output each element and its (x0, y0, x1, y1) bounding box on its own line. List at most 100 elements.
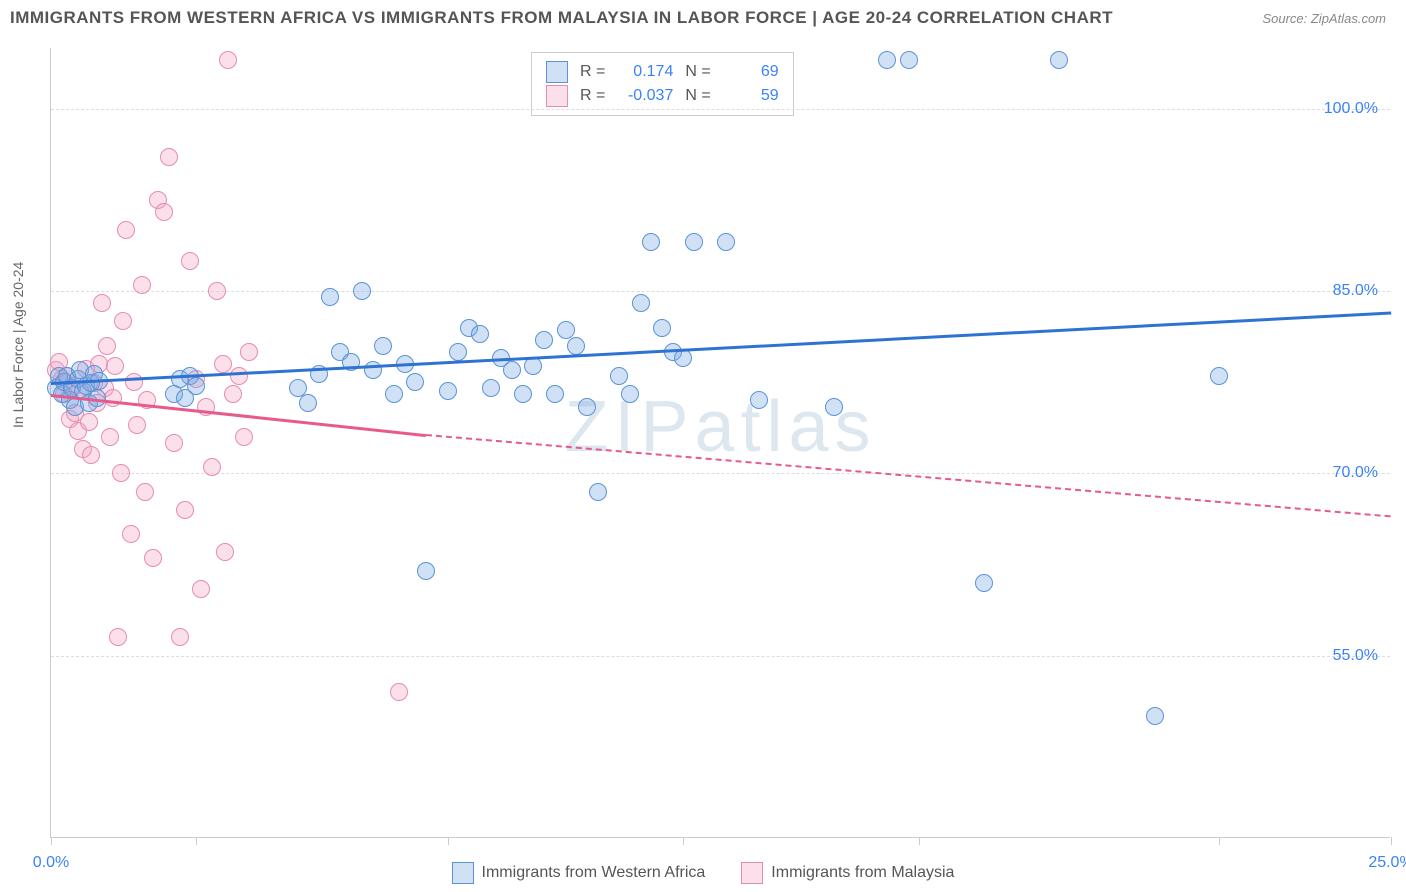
data-point-pink (93, 294, 111, 312)
r-value-pink: -0.037 (617, 87, 673, 105)
data-point-blue (642, 233, 660, 251)
x-tick (51, 837, 52, 845)
legend-row-blue: R = 0.174 N = 69 (546, 61, 779, 83)
data-point-pink (208, 282, 226, 300)
data-point-blue (717, 233, 735, 251)
data-point-blue (449, 343, 467, 361)
n-label: N = (685, 63, 710, 81)
x-tick (1391, 837, 1392, 845)
gridline-horizontal (51, 291, 1390, 292)
data-point-pink (214, 355, 232, 373)
data-point-pink (112, 464, 130, 482)
r-label: R = (580, 87, 605, 105)
legend-swatch-pink (546, 85, 568, 107)
n-label: N = (685, 87, 710, 105)
data-point-blue (589, 483, 607, 501)
data-point-blue (567, 337, 585, 355)
data-point-pink (117, 221, 135, 239)
data-point-pink (219, 51, 237, 69)
data-point-blue (406, 373, 424, 391)
data-point-blue (557, 321, 575, 339)
data-point-pink (109, 628, 127, 646)
trend-line-dashed (426, 434, 1391, 517)
data-point-blue (374, 337, 392, 355)
data-point-blue (514, 385, 532, 403)
data-point-pink (106, 357, 124, 375)
data-point-pink (224, 385, 242, 403)
r-value-blue: 0.174 (617, 63, 673, 81)
data-point-blue (546, 385, 564, 403)
data-point-pink (176, 501, 194, 519)
data-point-pink (165, 434, 183, 452)
r-label: R = (580, 63, 605, 81)
x-tick (1219, 837, 1220, 845)
x-tick (448, 837, 449, 845)
correlation-legend: R = 0.174 N = 69 R = -0.037 N = 59 (531, 52, 794, 116)
x-tick (683, 837, 684, 845)
data-point-pink (192, 580, 210, 598)
data-point-pink (155, 203, 173, 221)
y-axis-title: In Labor Force | Age 20-24 (10, 262, 26, 428)
data-point-blue (685, 233, 703, 251)
data-point-pink (133, 276, 151, 294)
data-point-blue (535, 331, 553, 349)
n-value-pink: 59 (723, 87, 779, 105)
data-point-pink (125, 373, 143, 391)
data-point-pink (144, 549, 162, 567)
data-point-blue (632, 294, 650, 312)
data-point-pink (98, 337, 116, 355)
data-point-pink (82, 446, 100, 464)
legend-swatch-pink (741, 862, 763, 884)
data-point-blue (900, 51, 918, 69)
series-legend: Immigrants from Western Africa Immigrant… (0, 862, 1406, 884)
data-point-pink (114, 312, 132, 330)
legend-row-pink: R = -0.037 N = 59 (546, 85, 779, 107)
data-point-blue (653, 319, 671, 337)
data-point-blue (471, 325, 489, 343)
data-point-pink (160, 148, 178, 166)
y-tick-label: 55.0% (1333, 647, 1378, 665)
data-point-blue (321, 288, 339, 306)
n-value-blue: 69 (723, 63, 779, 81)
data-point-blue (353, 282, 371, 300)
legend-swatch-blue (546, 61, 568, 83)
data-point-blue (417, 562, 435, 580)
data-point-pink (203, 458, 221, 476)
source-attribution: Source: ZipAtlas.com (1262, 11, 1386, 26)
data-point-blue (299, 394, 317, 412)
data-point-pink (171, 628, 189, 646)
y-tick-label: 85.0% (1333, 282, 1378, 300)
x-tick (919, 837, 920, 845)
data-point-pink (240, 343, 258, 361)
data-point-blue (621, 385, 639, 403)
legend-label-pink: Immigrants from Malaysia (771, 864, 954, 882)
data-point-blue (482, 379, 500, 397)
data-point-pink (128, 416, 146, 434)
data-point-blue (578, 398, 596, 416)
data-point-blue (975, 574, 993, 592)
chart-title: IMMIGRANTS FROM WESTERN AFRICA VS IMMIGR… (10, 8, 1113, 28)
data-point-blue (750, 391, 768, 409)
legend-swatch-blue (452, 862, 474, 884)
y-tick-label: 70.0% (1333, 464, 1378, 482)
data-point-blue (503, 361, 521, 379)
data-point-blue (385, 385, 403, 403)
gridline-horizontal (51, 656, 1390, 657)
data-point-blue (610, 367, 628, 385)
gridline-horizontal (51, 473, 1390, 474)
data-point-pink (390, 683, 408, 701)
data-point-pink (235, 428, 253, 446)
data-point-pink (101, 428, 119, 446)
data-point-pink (122, 525, 140, 543)
legend-label-blue: Immigrants from Western Africa (482, 864, 706, 882)
data-point-blue (1050, 51, 1068, 69)
x-tick (196, 837, 197, 845)
data-point-blue (187, 377, 205, 395)
data-point-pink (136, 483, 154, 501)
y-tick-label: 100.0% (1324, 100, 1378, 118)
scatter-chart: ZIPatlas R = 0.174 N = 69 R = -0.037 N =… (50, 48, 1390, 838)
legend-item-blue: Immigrants from Western Africa (452, 862, 706, 884)
data-point-blue (1210, 367, 1228, 385)
legend-item-pink: Immigrants from Malaysia (741, 862, 954, 884)
data-point-pink (216, 543, 234, 561)
